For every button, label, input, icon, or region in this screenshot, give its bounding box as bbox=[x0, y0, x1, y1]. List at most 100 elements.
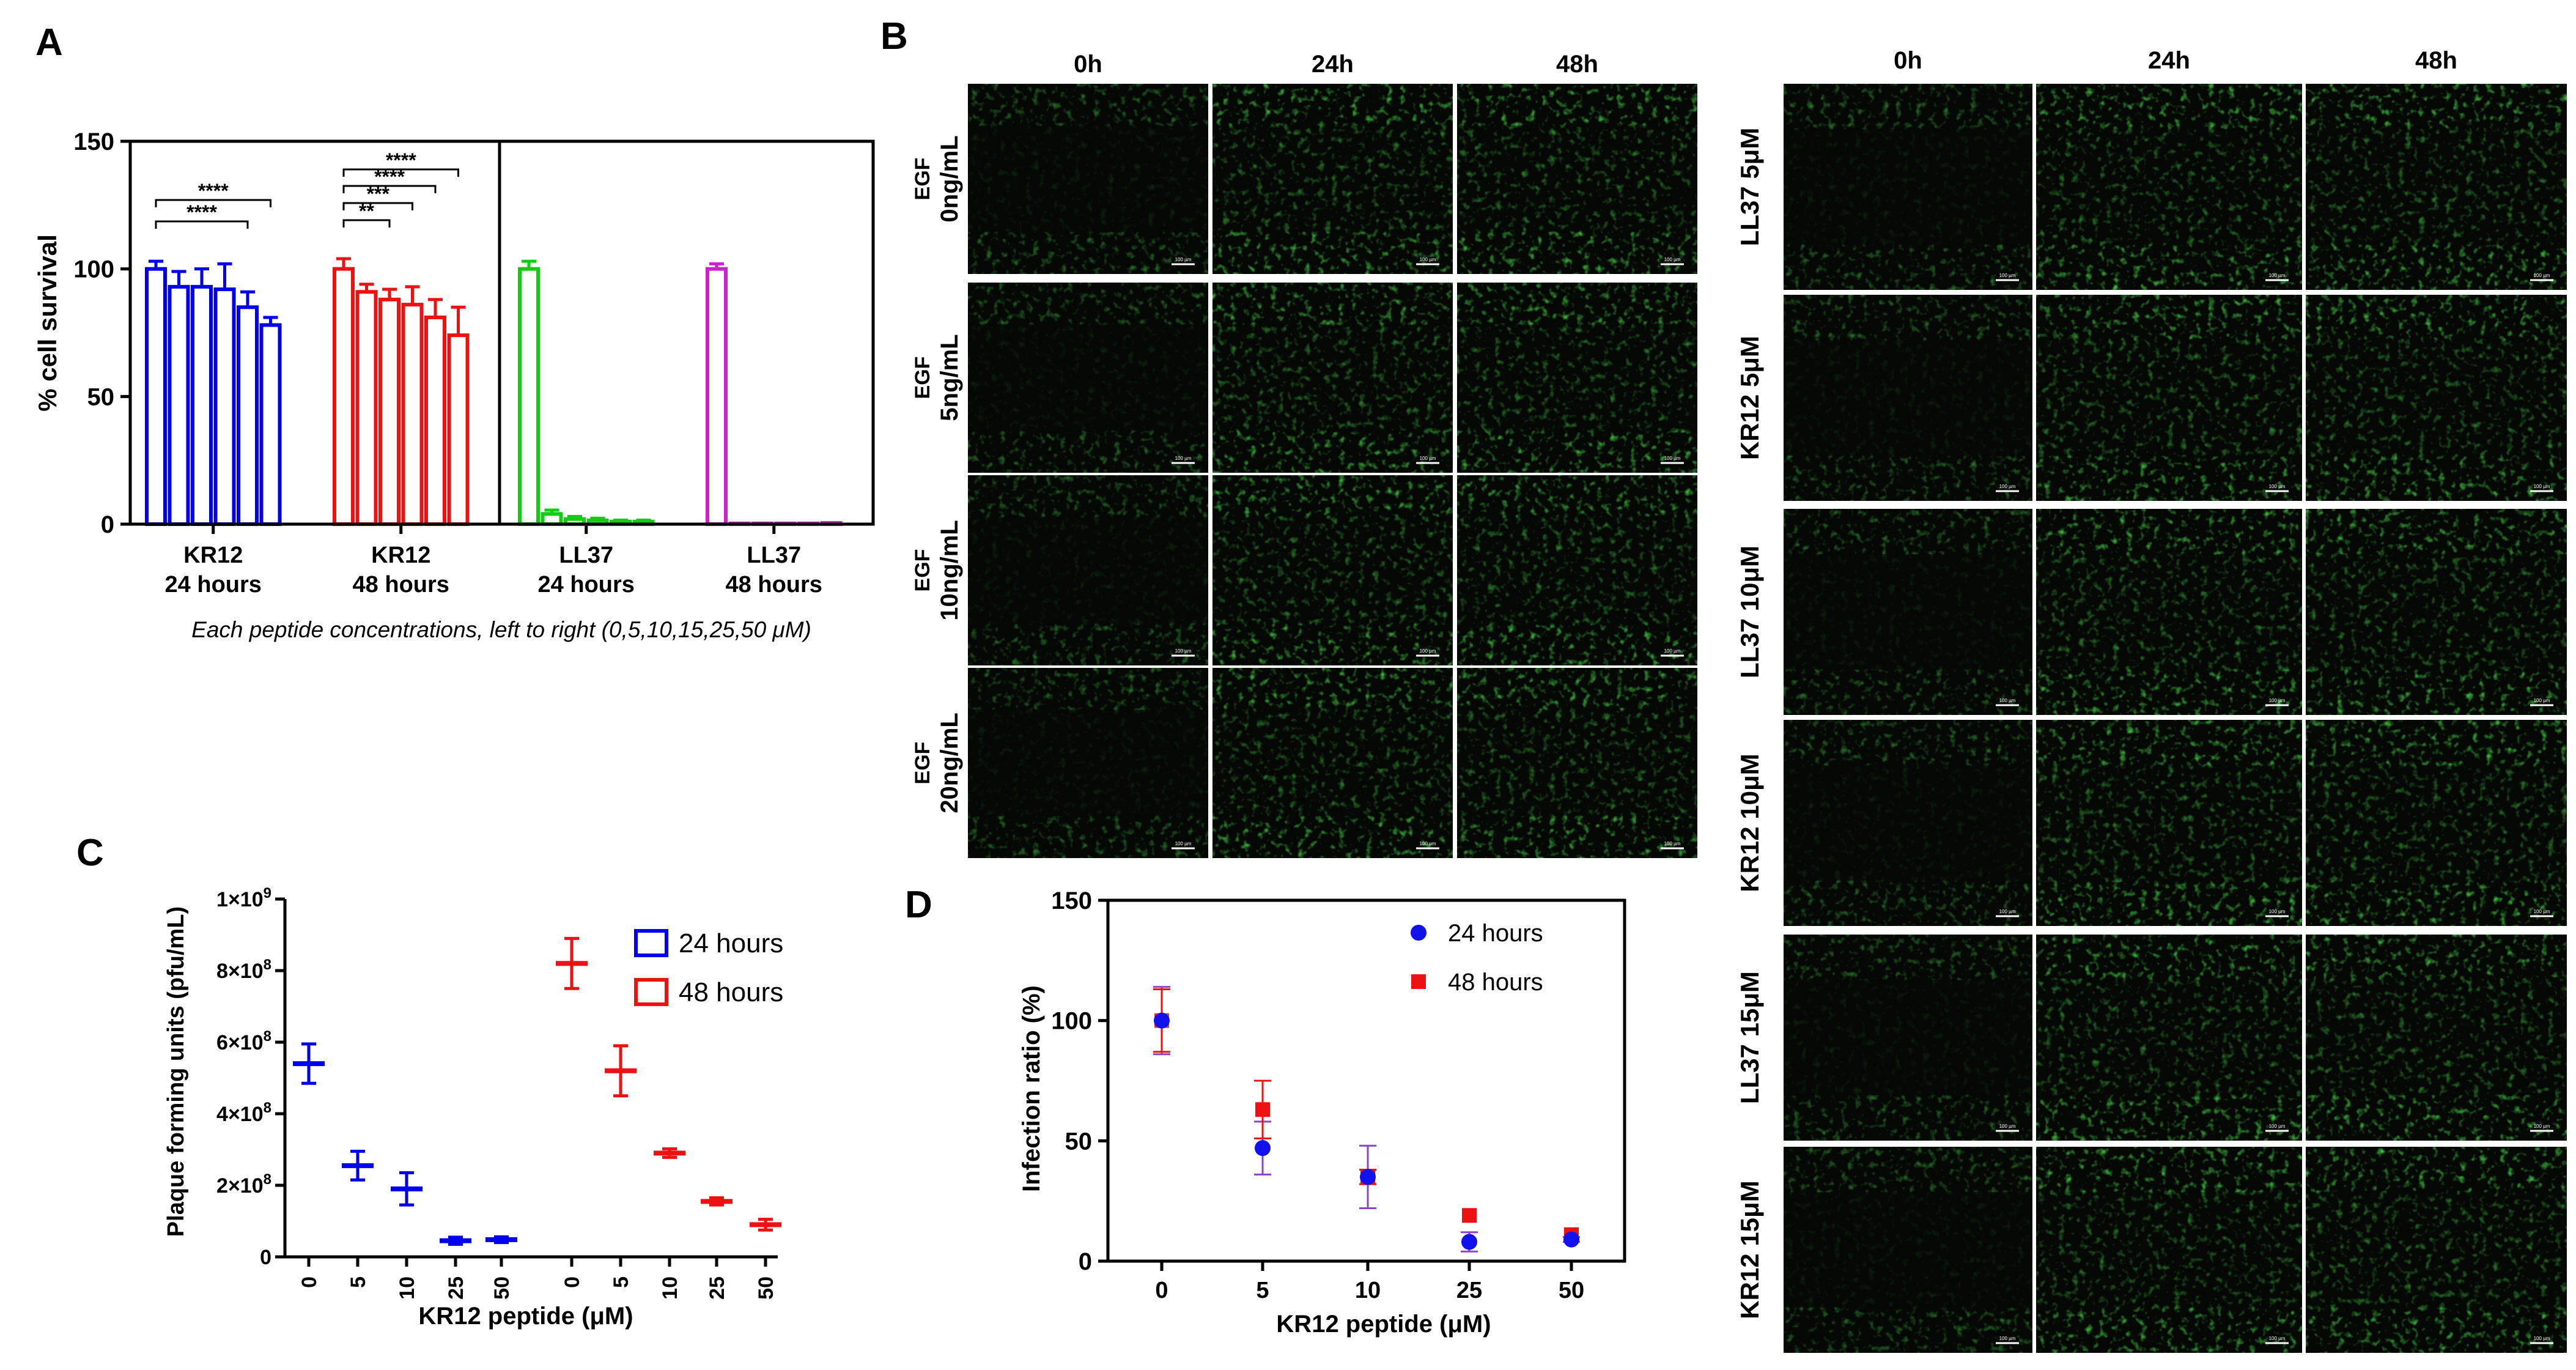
chart-a: % cell survival Each peptide concentrati… bbox=[33, 128, 875, 642]
micrograph: 100 µm bbox=[2036, 84, 2302, 290]
chart-d-point-48h bbox=[1462, 1208, 1477, 1223]
micrograph-cells-band bbox=[1457, 84, 1697, 274]
chart-c-ytick-exponent: 8 bbox=[264, 1028, 271, 1045]
micrograph-wound-gap bbox=[2036, 765, 2302, 881]
micrograph: 100 µm bbox=[2036, 720, 2302, 926]
chart-c: Plaque forming units (pfu/mL) KR12 pepti… bbox=[163, 885, 783, 1330]
chart-c-ytick-exponent: 9 bbox=[264, 885, 271, 902]
micrograph-cells-band bbox=[1212, 84, 1453, 274]
chart-a-sig-bracket bbox=[342, 168, 459, 177]
micrograph-scale-bar-label: 100 µm bbox=[2534, 698, 2550, 703]
chart-d-ytick-label: 150 bbox=[1051, 887, 1092, 914]
chart-d-ytick-label: 0 bbox=[1079, 1248, 1092, 1275]
micrograph-cells-band bbox=[1457, 668, 1697, 858]
micrograph-cells-band bbox=[2306, 935, 2567, 1141]
chart-a-bar bbox=[401, 303, 424, 526]
micrograph-scale-bar-label: 100 µm bbox=[2534, 1124, 2550, 1129]
micrograph-scale-bar-label: 100 µm bbox=[1420, 841, 1436, 846]
micrograph-scale-bar-label: 100 µm bbox=[1999, 273, 2016, 278]
chart-a-xlabel: Each peptide concentrations, left to rig… bbox=[191, 617, 811, 642]
chart-d-ytick-label: 100 bbox=[1051, 1008, 1092, 1035]
micrograph-col-header: 0h bbox=[1894, 47, 1922, 74]
chart-c-ytick-mantissa: 0 bbox=[260, 1246, 271, 1269]
micrograph-wound-gap bbox=[2036, 554, 2302, 670]
micrograph: 100 µm bbox=[1457, 283, 1697, 473]
micrograph-col-header: 24h bbox=[2148, 47, 2190, 74]
chart-a-bar bbox=[706, 267, 728, 526]
micrograph: 100 µm bbox=[1784, 295, 2032, 501]
chart-c-ytick-label: 8×108 bbox=[216, 957, 271, 983]
chart-d-frame bbox=[1106, 898, 1626, 1263]
chart-d-legend-marker bbox=[1411, 925, 1426, 941]
micrograph: 100 µm bbox=[1784, 935, 2032, 1141]
micrograph-col-header: 0h bbox=[1074, 51, 1102, 78]
micrograph-scale-bar-label: 100 µm bbox=[2534, 1336, 2550, 1341]
micrograph-wound-gap bbox=[968, 709, 1208, 816]
micrograph-scale-bar-label: 100 µm bbox=[1664, 841, 1681, 846]
chart-c-ytick-label: 0 bbox=[260, 1246, 271, 1269]
micrograph: 100 µm bbox=[968, 668, 1208, 858]
micrograph-row-label: EGF bbox=[911, 549, 934, 592]
micrograph-cells-band bbox=[2306, 720, 2567, 926]
micrograph-wound-gap bbox=[1457, 709, 1697, 816]
micrograph-scale-bar-label: 100 µm bbox=[2269, 1336, 2286, 1341]
micrograph-row-label: EGF bbox=[911, 158, 934, 201]
chart-d-ylabel: Infection ratio (%) bbox=[1018, 985, 1045, 1192]
chart-a-sig-bracket bbox=[342, 202, 413, 210]
micrograph: 100 µm bbox=[1784, 84, 2032, 290]
chart-a-bar bbox=[424, 315, 446, 527]
micrograph-row-sublabel: 5ng/mL bbox=[936, 334, 963, 421]
micrograph-wound-gap bbox=[1212, 709, 1453, 816]
micrograph-wound-gap bbox=[1784, 1192, 2032, 1308]
chart-a-sig-bracket bbox=[342, 219, 391, 228]
chart-c-xtick-label: 5 bbox=[347, 1276, 370, 1288]
chart-a-sig-label: ** bbox=[359, 200, 374, 222]
chart-c-xtick-label: 0 bbox=[298, 1276, 321, 1288]
micrograph-wound-gap bbox=[1784, 980, 2032, 1095]
micrograph: 100 µm bbox=[968, 283, 1208, 473]
micrograph-wound-gap bbox=[2036, 1192, 2302, 1308]
panel-label-b: B bbox=[880, 15, 908, 57]
micrograph-scale-bar-label: 100 µm bbox=[2534, 909, 2550, 914]
micrograph: 100 µm bbox=[2036, 1147, 2302, 1353]
micrograph-wound-gap bbox=[2306, 340, 2567, 456]
chart-a-group-label: KR12 bbox=[183, 542, 243, 568]
chart-d-point-24h bbox=[1563, 1231, 1579, 1248]
chart-a-bar bbox=[191, 284, 213, 526]
chart-d-legend-marker bbox=[1411, 974, 1426, 989]
micrograph-col-header: 24h bbox=[1312, 51, 1354, 78]
micrograph-wound-gap bbox=[1784, 340, 2032, 456]
chart-a-bar bbox=[333, 267, 355, 526]
chart-a-group-sublabel: 24 hours bbox=[165, 572, 262, 598]
micrograph: 100 µm bbox=[2306, 1147, 2567, 1353]
micrograph-wound-gap bbox=[1212, 517, 1453, 624]
micrograph-scale-bar-label: 100 µm bbox=[1420, 648, 1436, 654]
chart-a-sig-bracket bbox=[342, 185, 437, 193]
micrograph-scale-bar-label: 100 µm bbox=[1999, 1124, 2016, 1129]
micrograph-col-header: 48h bbox=[2415, 47, 2457, 74]
micrograph-row-sublabel: 20ng/mL bbox=[936, 713, 963, 813]
panel-label-d: D bbox=[905, 884, 932, 926]
chart-a-sig-label: **** bbox=[374, 166, 405, 188]
chart-d-legend-label: 48 hours bbox=[1448, 969, 1543, 996]
micrograph-scale-bar-label: 100 µm bbox=[1420, 257, 1436, 262]
panel-label-a: A bbox=[35, 21, 63, 64]
micrograph-row-label: EGF bbox=[911, 357, 934, 399]
chart-c-xtick-label: 0 bbox=[561, 1276, 584, 1288]
chart-a-group-label: LL37 bbox=[747, 542, 801, 568]
micrograph-cells-band bbox=[2306, 84, 2567, 290]
chart-c-xtick-label: 5 bbox=[610, 1276, 633, 1288]
chart-c-legend-swatch bbox=[634, 978, 668, 1006]
chart-a-bar bbox=[378, 297, 400, 526]
micrograph-row-label: LL37 15μM bbox=[1735, 971, 1764, 1104]
chart-c-ylabel: Plaque forming units (pfu/mL) bbox=[163, 906, 189, 1237]
micrograph-scale-bar-label: 100 µm bbox=[1664, 456, 1681, 461]
chart-d-xtick-label: 0 bbox=[1155, 1278, 1168, 1303]
chart-c-ytick-exponent: 8 bbox=[264, 957, 271, 973]
chart-c-ytick-mantissa: 4×10 bbox=[216, 1103, 264, 1126]
chart-a-ylabel: % cell survival bbox=[33, 234, 62, 412]
chart-c-legend-label: 24 hours bbox=[679, 928, 783, 958]
micrograph-scale-bar-label: 100 µm bbox=[1420, 456, 1436, 461]
micrograph: 100 µm bbox=[2306, 295, 2567, 501]
